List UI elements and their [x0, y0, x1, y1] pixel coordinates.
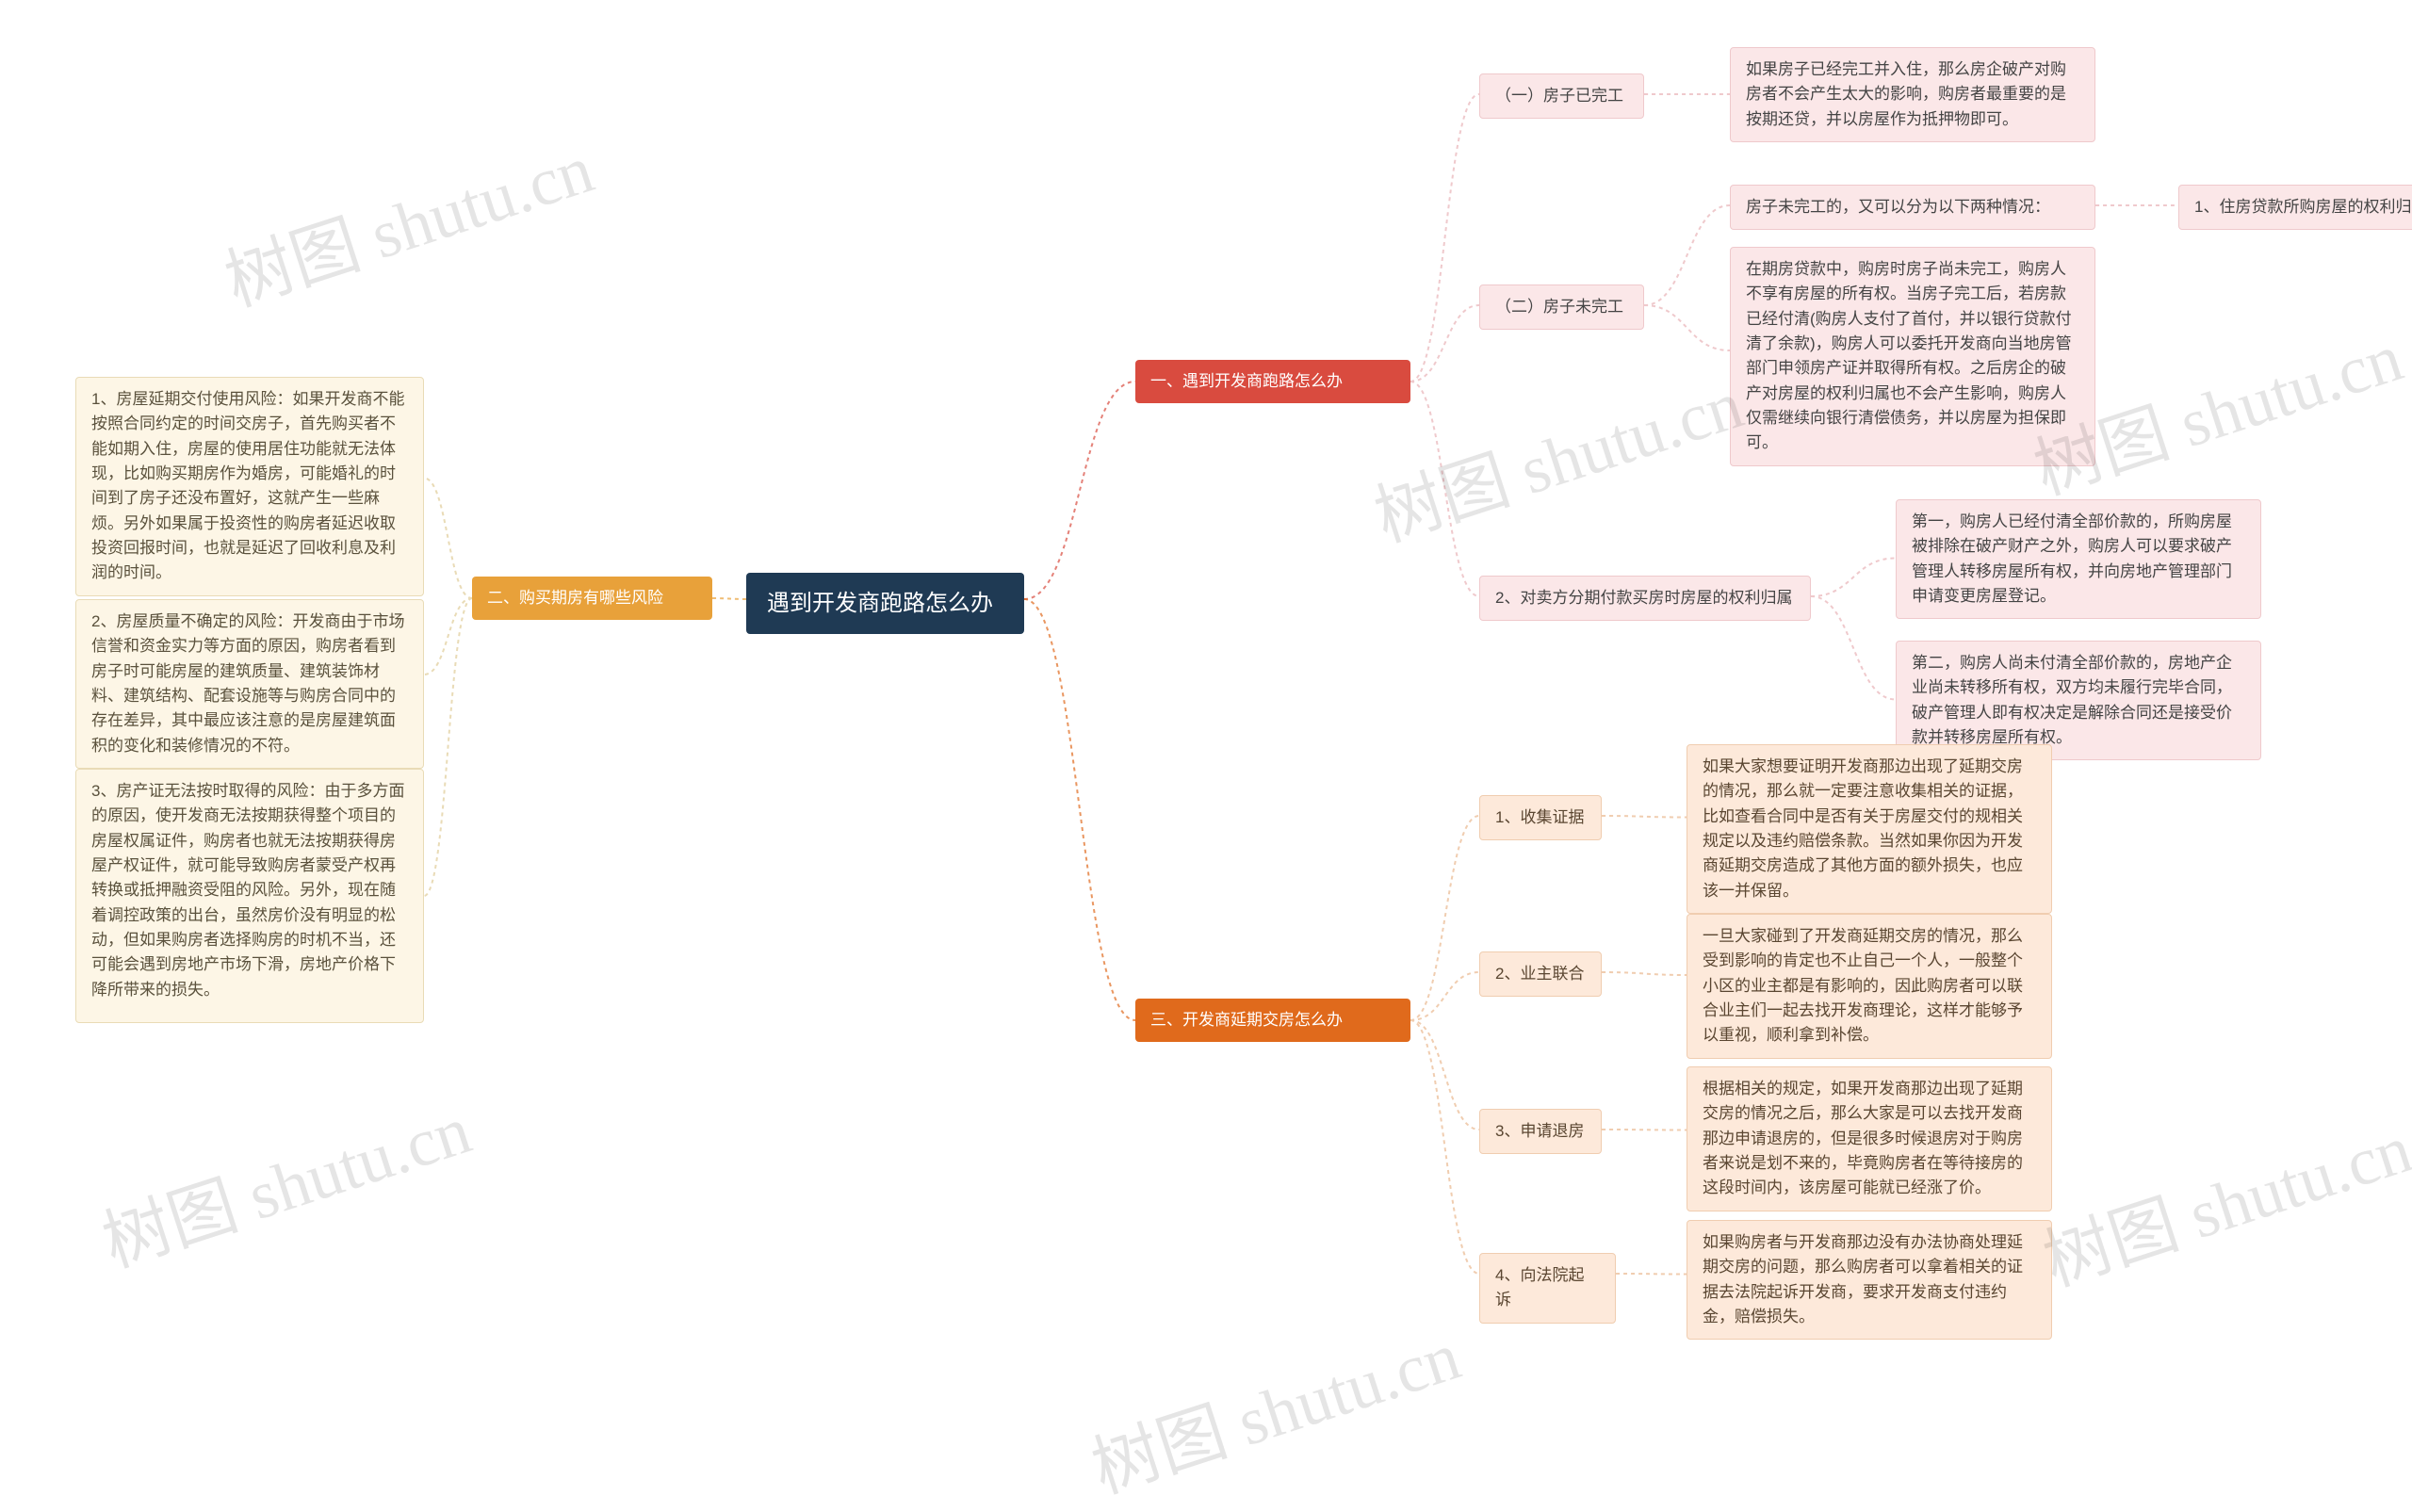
b1-n3-d2: 第二，购房人尚未付清全部价款的，房地产企业尚未转移所有权，双方均未履行完毕合同，…	[1896, 641, 2261, 760]
b1-n1-detail: 如果房子已经完工并入住，那么房企破产对购房者不会产生太大的影响，购房者最重要的是…	[1730, 47, 2095, 142]
b1-n2-d1: 房子未完工的，又可以分为以下两种情况：	[1730, 185, 2095, 230]
b1-n2-d2: 在期房贷款中，购房时房子尚未完工，购房人不享有房屋的所有权。当房子完工后，若房款…	[1730, 247, 2095, 466]
b1-n3-d1: 第一，购房人已经付清全部价款的，所购房屋被排除在破产财产之外，购房人可以要求破产…	[1896, 499, 2261, 619]
b3-n4-label[interactable]: 4、向法院起诉	[1479, 1253, 1616, 1324]
watermark: 树图 shutu.cn	[89, 1074, 481, 1286]
b3-n3-label[interactable]: 3、申请退房	[1479, 1109, 1602, 1154]
b2-d1: 1、房屋延期交付使用风险：如果开发商不能按照合同约定的时间交房子，首先购买者不能…	[75, 377, 424, 596]
b2-d2: 2、房屋质量不确定的风险：开发商由于市场信誉和资金实力等方面的原因，购房者看到房…	[75, 599, 424, 769]
watermark: 树图 shutu.cn	[211, 113, 604, 325]
b3-n3-detail: 根据相关的规定，如果开发商那边出现了延期交房的情况之后，那么大家是可以去找开发商…	[1687, 1066, 2052, 1211]
b1-n1-label[interactable]: （一）房子已完工	[1479, 73, 1644, 119]
watermark: 树图 shutu.cn	[1078, 1300, 1471, 1512]
root-node[interactable]: 遇到开发商跑路怎么办	[746, 573, 1024, 634]
b1-n2-d1-right: 1、住房贷款所购房屋的权利归属问题	[2178, 185, 2412, 230]
b1-n3-label[interactable]: 2、对卖方分期付款买房时房屋的权利归属	[1479, 576, 1811, 621]
watermark: 树图 shutu.cn	[2029, 1093, 2412, 1305]
b3-n2-label[interactable]: 2、业主联合	[1479, 951, 1602, 997]
b1-n2-label[interactable]: （二）房子未完工	[1479, 285, 1644, 330]
b3-n1-label[interactable]: 1、收集证据	[1479, 795, 1602, 840]
b3-n4-detail: 如果购房者与开发商那边没有办法协商处理延期交房的问题，那么购房者可以拿着相关的证…	[1687, 1220, 2052, 1340]
watermark: 树图 shutu.cn	[1361, 349, 1753, 561]
b3-n2-detail: 一旦大家碰到了开发商延期交房的情况，那么受到影响的肯定也不止自己一个人，一般整个…	[1687, 914, 2052, 1059]
b3-n1-detail: 如果大家想要证明开发商那边出现了延期交房的情况，那么就一定要注意收集相关的证据，…	[1687, 744, 2052, 914]
branch-3[interactable]: 三、开发商延期交房怎么办	[1135, 999, 1410, 1042]
branch-2[interactable]: 二、购买期房有哪些风险	[472, 577, 712, 620]
b2-d3: 3、房产证无法按时取得的风险：由于多方面的原因，使开发商无法按期获得整个项目的房…	[75, 769, 424, 1023]
branch-1[interactable]: 一、遇到开发商跑路怎么办	[1135, 360, 1410, 403]
